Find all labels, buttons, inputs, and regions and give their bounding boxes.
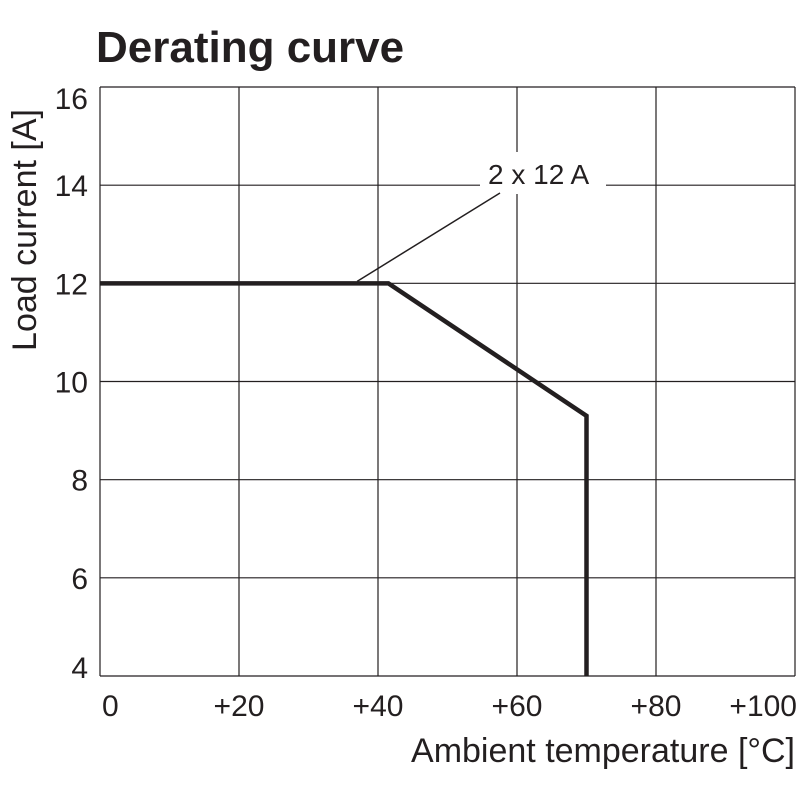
annotations: 2 x 12 A — [357, 152, 606, 281]
x-tick-label: 0 — [102, 690, 119, 723]
y-tick-label: 16 — [55, 83, 88, 116]
y-tick-label: 10 — [55, 367, 88, 400]
y-tick-label: 4 — [71, 652, 88, 685]
annotation-label: 2 x 12 A — [488, 159, 590, 190]
x-tick-label: +100 — [729, 690, 797, 723]
grid — [100, 87, 795, 676]
chart-title: Derating curve — [96, 23, 404, 72]
y-tick-label: 14 — [55, 170, 88, 203]
x-axis-label: Ambient temperature [°C] — [411, 732, 795, 770]
x-tick-label: +40 — [353, 690, 404, 723]
tick-labels: 0 +20 +40 +60 +80 +100 4 6 8 10 12 14 16 — [55, 83, 797, 723]
x-tick-label: +20 — [214, 690, 265, 723]
y-tick-label: 6 — [71, 563, 88, 596]
x-tick-label: +60 — [492, 690, 543, 723]
y-axis-label: Load current [A] — [6, 109, 44, 351]
y-tick-label: 8 — [71, 465, 88, 498]
x-tick-label: +80 — [631, 690, 682, 723]
y-tick-label: 12 — [55, 268, 88, 301]
